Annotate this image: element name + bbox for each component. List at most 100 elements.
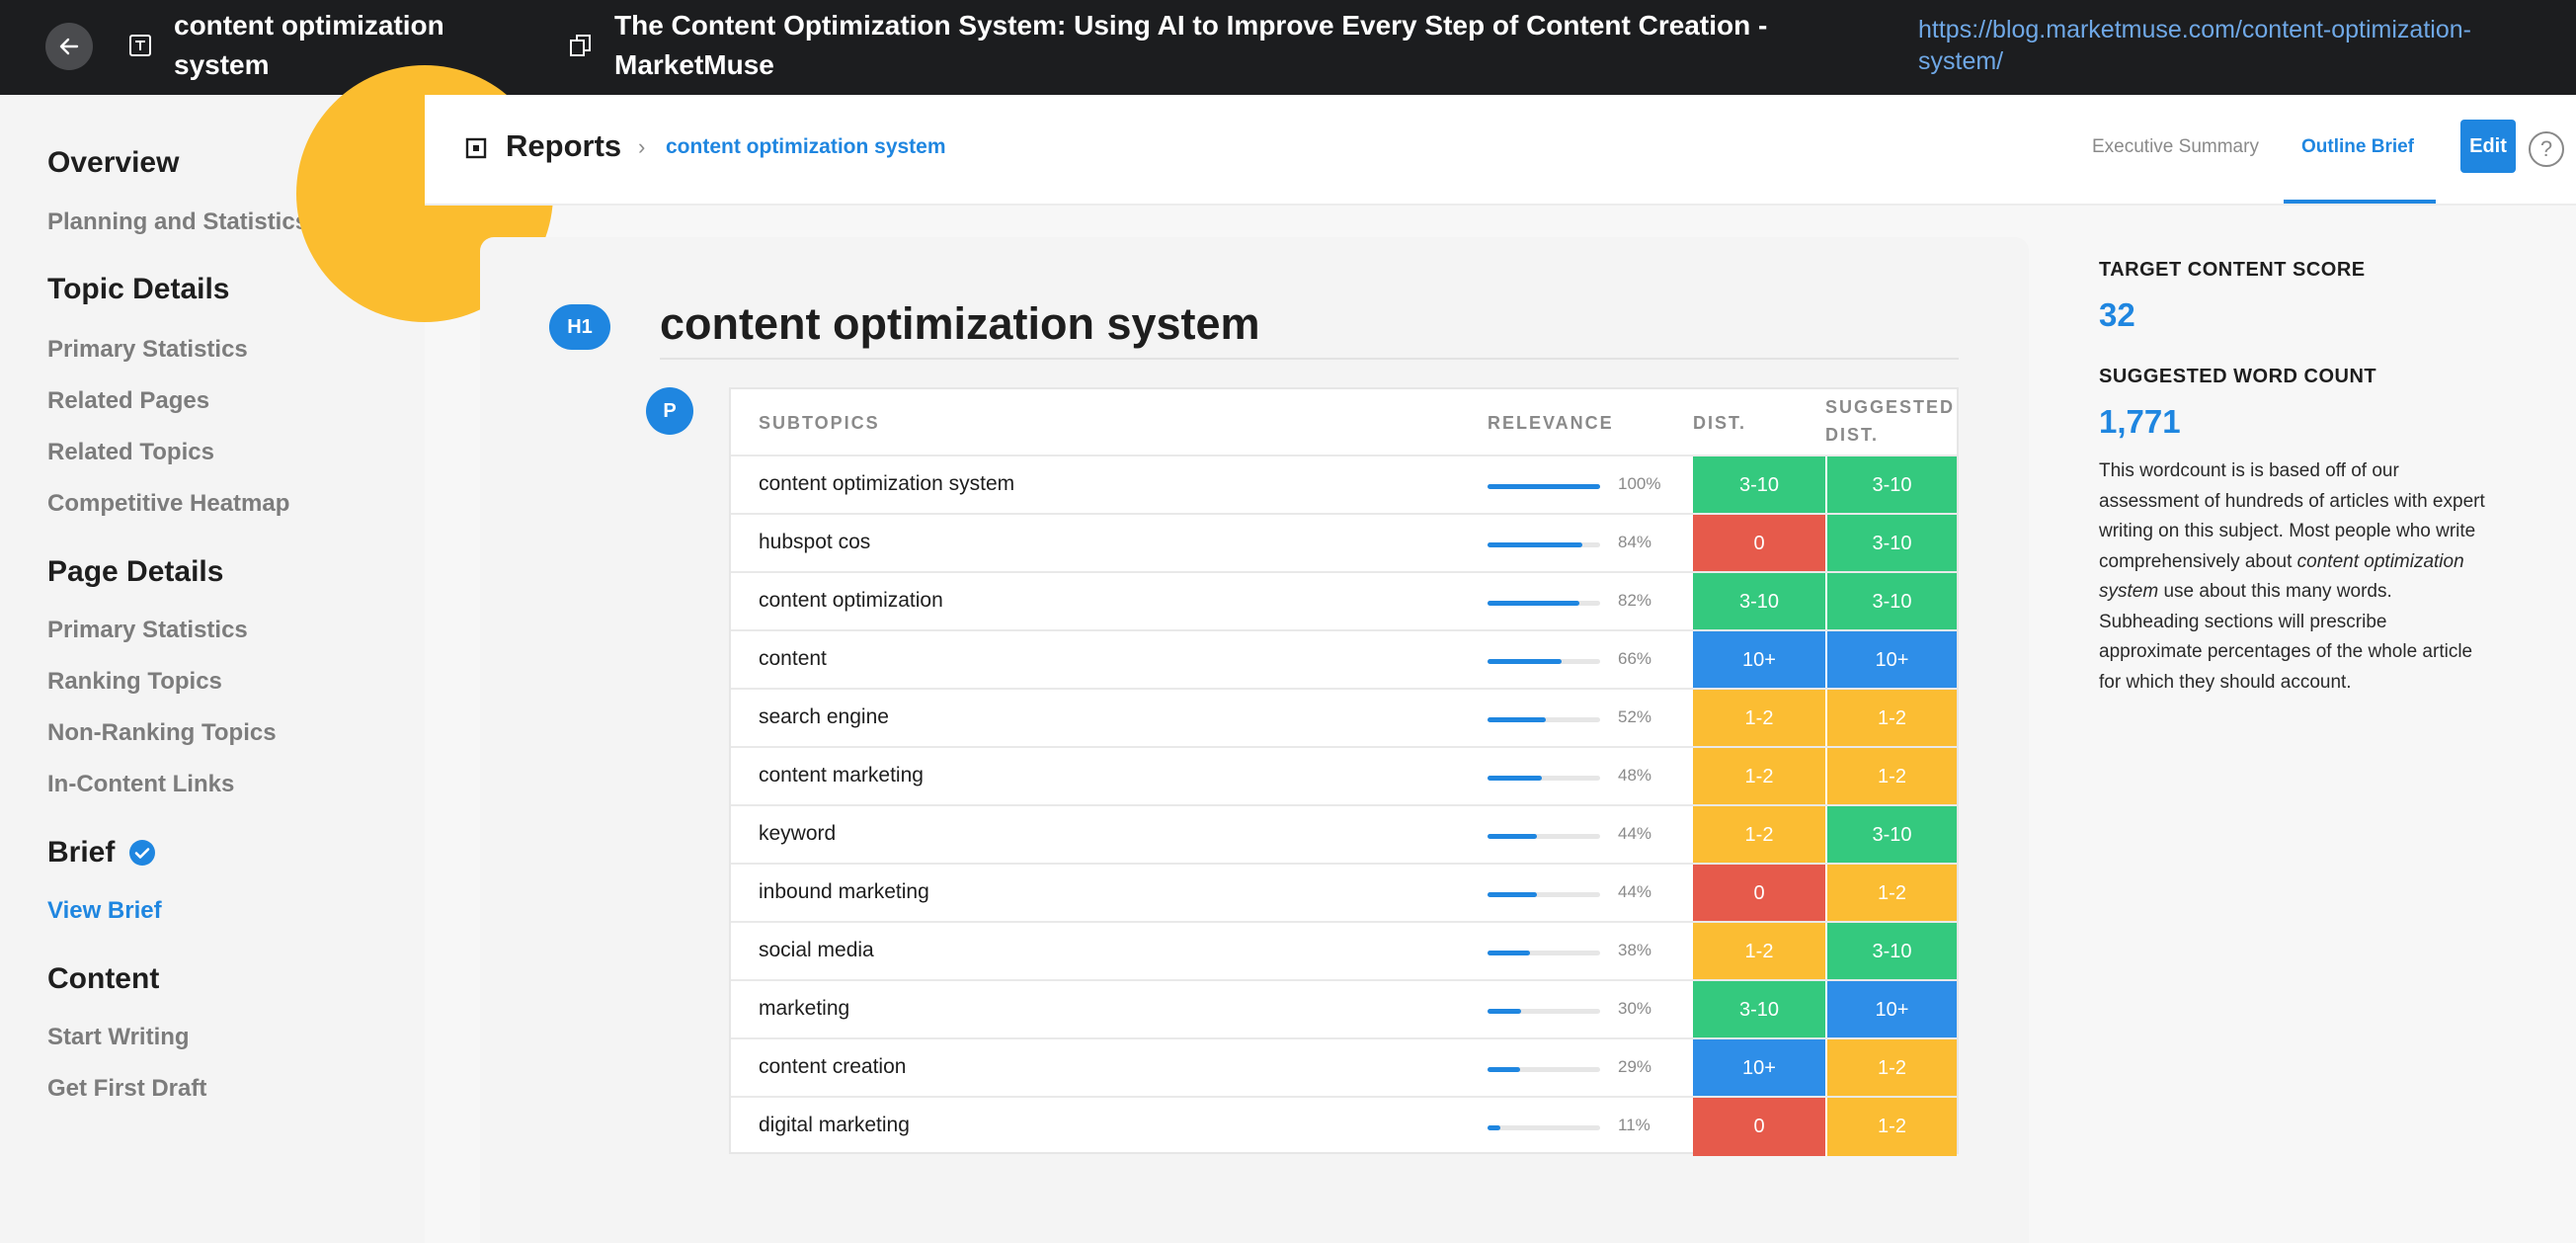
page-url-link[interactable]: https://blog.marketmuse.com/content-opti…: [1918, 16, 2471, 75]
suggested-dist-cell: 10+: [1825, 981, 1957, 1039]
column-header-suggested-dist: SUGGESTED DIST.: [1825, 397, 1956, 445]
dist-cell: 0: [1693, 865, 1825, 923]
relevance-bar-fill: [1488, 776, 1542, 781]
sidebar-item-related-topics[interactable]: Related Topics: [47, 439, 214, 465]
dist-cell: 10+: [1693, 1039, 1825, 1098]
relevance-percent: 11%: [1618, 1116, 1650, 1134]
relevance-bar: [1488, 951, 1600, 955]
suggested-dist-cell: 3-10: [1825, 515, 1957, 573]
subtopic-name: inbound marketing: [759, 880, 929, 903]
subtopic-name: content marketing: [759, 764, 924, 787]
subtopic-name: content optimization system: [759, 472, 1015, 495]
keyword-title: content optimization system: [174, 10, 444, 80]
relevance-percent: 66%: [1618, 649, 1652, 668]
relevance-percent: 44%: [1618, 824, 1652, 843]
sidebar-item-ranking-topics[interactable]: Ranking Topics: [47, 668, 222, 695]
relevance-bar-fill: [1488, 1125, 1500, 1130]
sidebar-item-get-first-draft[interactable]: Get First Draft: [47, 1075, 207, 1102]
relevance-bar-fill: [1488, 484, 1600, 489]
relevance-bar-fill: [1488, 601, 1580, 606]
reports-label[interactable]: Reports: [506, 128, 622, 163]
relevance-bar: [1488, 892, 1600, 897]
table-row[interactable]: keyword 44% 1-2 3-10: [731, 804, 1957, 865]
subtopic-name: content creation: [759, 1055, 907, 1078]
subtopic-name: keyword: [759, 822, 837, 845]
relevance-bar: [1488, 542, 1600, 547]
description-text: This wordcount is is based off of our as…: [2099, 460, 2485, 572]
suggested-dist-cell: 1-2: [1825, 1098, 1957, 1156]
word-count-description: This wordcount is is based off of our as…: [2099, 456, 2494, 698]
sidebar-item-non-ranking-topics[interactable]: Non-Ranking Topics: [47, 719, 277, 746]
sidebar-item-page-primary-statistics[interactable]: Primary Statistics: [47, 617, 248, 643]
sidebar-item-primary-statistics[interactable]: Primary Statistics: [47, 336, 248, 363]
table-row[interactable]: social media 38% 1-2 3-10: [731, 921, 1957, 981]
relevance-bar-fill: [1488, 834, 1538, 839]
sidebar-item-competitive-heatmap[interactable]: Competitive Heatmap: [47, 490, 290, 517]
relevance-bar: [1488, 1067, 1600, 1072]
sidebar-item-in-content-links[interactable]: In-Content Links: [47, 771, 235, 797]
active-tab-indicator: [2284, 200, 2436, 204]
relevance-bar: [1488, 717, 1600, 722]
relevance-bar: [1488, 659, 1600, 664]
table-row[interactable]: marketing 30% 3-10 10+: [731, 979, 1957, 1039]
subtopic-name: digital marketing: [759, 1114, 910, 1136]
column-header-dist: DIST.: [1693, 413, 1747, 433]
description-topic: content optimization system: [2099, 550, 2464, 603]
tab-outline-brief[interactable]: Outline Brief: [2301, 136, 2415, 157]
sidebar-section-brief: Brief: [47, 836, 156, 870]
table-row[interactable]: content marketing 48% 1-2 1-2: [731, 746, 1957, 806]
help-icon[interactable]: ?: [2529, 131, 2564, 167]
dist-cell: 3-10: [1693, 573, 1825, 631]
dist-cell: 3-10: [1693, 456, 1825, 515]
verified-check-icon: [129, 840, 156, 866]
suggested-dist-cell: 1-2: [1825, 690, 1957, 748]
column-header-relevance: RELEVANCE: [1488, 413, 1614, 433]
sidebar-item-view-brief[interactable]: View Brief: [47, 897, 162, 924]
dist-cell: 1-2: [1693, 923, 1825, 981]
sidebar-item-planning-and-statistics[interactable]: Planning and Statistics: [47, 208, 309, 235]
suggested-dist-cell: 3-10: [1825, 456, 1957, 515]
breadcrumb-current[interactable]: content optimization system: [666, 135, 946, 158]
sidebar-section-page-details: Page Details: [47, 555, 224, 588]
relevance-percent: 30%: [1618, 999, 1652, 1018]
subtopic-name: social media: [759, 939, 874, 961]
sidebar-item-start-writing[interactable]: Start Writing: [47, 1024, 190, 1050]
suggested-dist-cell: 3-10: [1825, 573, 1957, 631]
table-row[interactable]: content creation 29% 10+ 1-2: [731, 1037, 1957, 1098]
sidebar-item-related-pages[interactable]: Related Pages: [47, 387, 210, 414]
relevance-bar-fill: [1488, 892, 1538, 897]
suggested-dist-cell: 1-2: [1825, 865, 1957, 923]
table-row[interactable]: digital marketing 11% 0 1-2: [731, 1096, 1957, 1156]
table-row[interactable]: content 66% 10+ 10+: [731, 629, 1957, 690]
table-row[interactable]: content optimization system 100% 3-10 3-10: [731, 455, 1957, 515]
relevance-bar: [1488, 1125, 1600, 1130]
sidebar-brief-label: Brief: [47, 836, 116, 869]
relevance-percent: 44%: [1618, 882, 1652, 901]
relevance-percent: 100%: [1618, 474, 1661, 493]
subtopic-name: content: [759, 647, 827, 670]
arrow-left-icon: [59, 38, 79, 55]
tab-executive-summary[interactable]: Executive Summary: [2092, 136, 2259, 157]
back-button[interactable]: [45, 23, 93, 70]
paragraph-badge: P: [646, 387, 693, 435]
target-content-score-label: TARGET CONTENT SCORE: [2099, 259, 2366, 281]
relevance-percent: 48%: [1618, 766, 1652, 785]
relevance-bar-fill: [1488, 951, 1531, 955]
table-row[interactable]: content optimization 82% 3-10 3-10: [731, 571, 1957, 631]
edit-button[interactable]: Edit: [2460, 120, 2516, 173]
table-row[interactable]: inbound marketing 44% 0 1-2: [731, 863, 1957, 923]
sidebar-section-topic-details: Topic Details: [47, 273, 230, 305]
brief-heading[interactable]: content optimization system: [660, 298, 1260, 349]
relevance-bar-fill: [1488, 542, 1582, 547]
sidebar-section-content: Content: [47, 962, 160, 995]
page-title: The Content Optimization System: Using A…: [614, 10, 1768, 80]
table-row[interactable]: hubspot cos 84% 0 3-10: [731, 513, 1957, 573]
subtopic-name: hubspot cos: [759, 531, 871, 553]
target-content-score-value: 32: [2099, 296, 2135, 333]
relevance-percent: 84%: [1618, 533, 1652, 551]
relevance-bar-fill: [1488, 1009, 1522, 1014]
dist-cell: 0: [1693, 1098, 1825, 1156]
relevance-bar: [1488, 1009, 1600, 1014]
table-row[interactable]: search engine 52% 1-2 1-2: [731, 688, 1957, 748]
relevance-percent: 38%: [1618, 941, 1652, 959]
